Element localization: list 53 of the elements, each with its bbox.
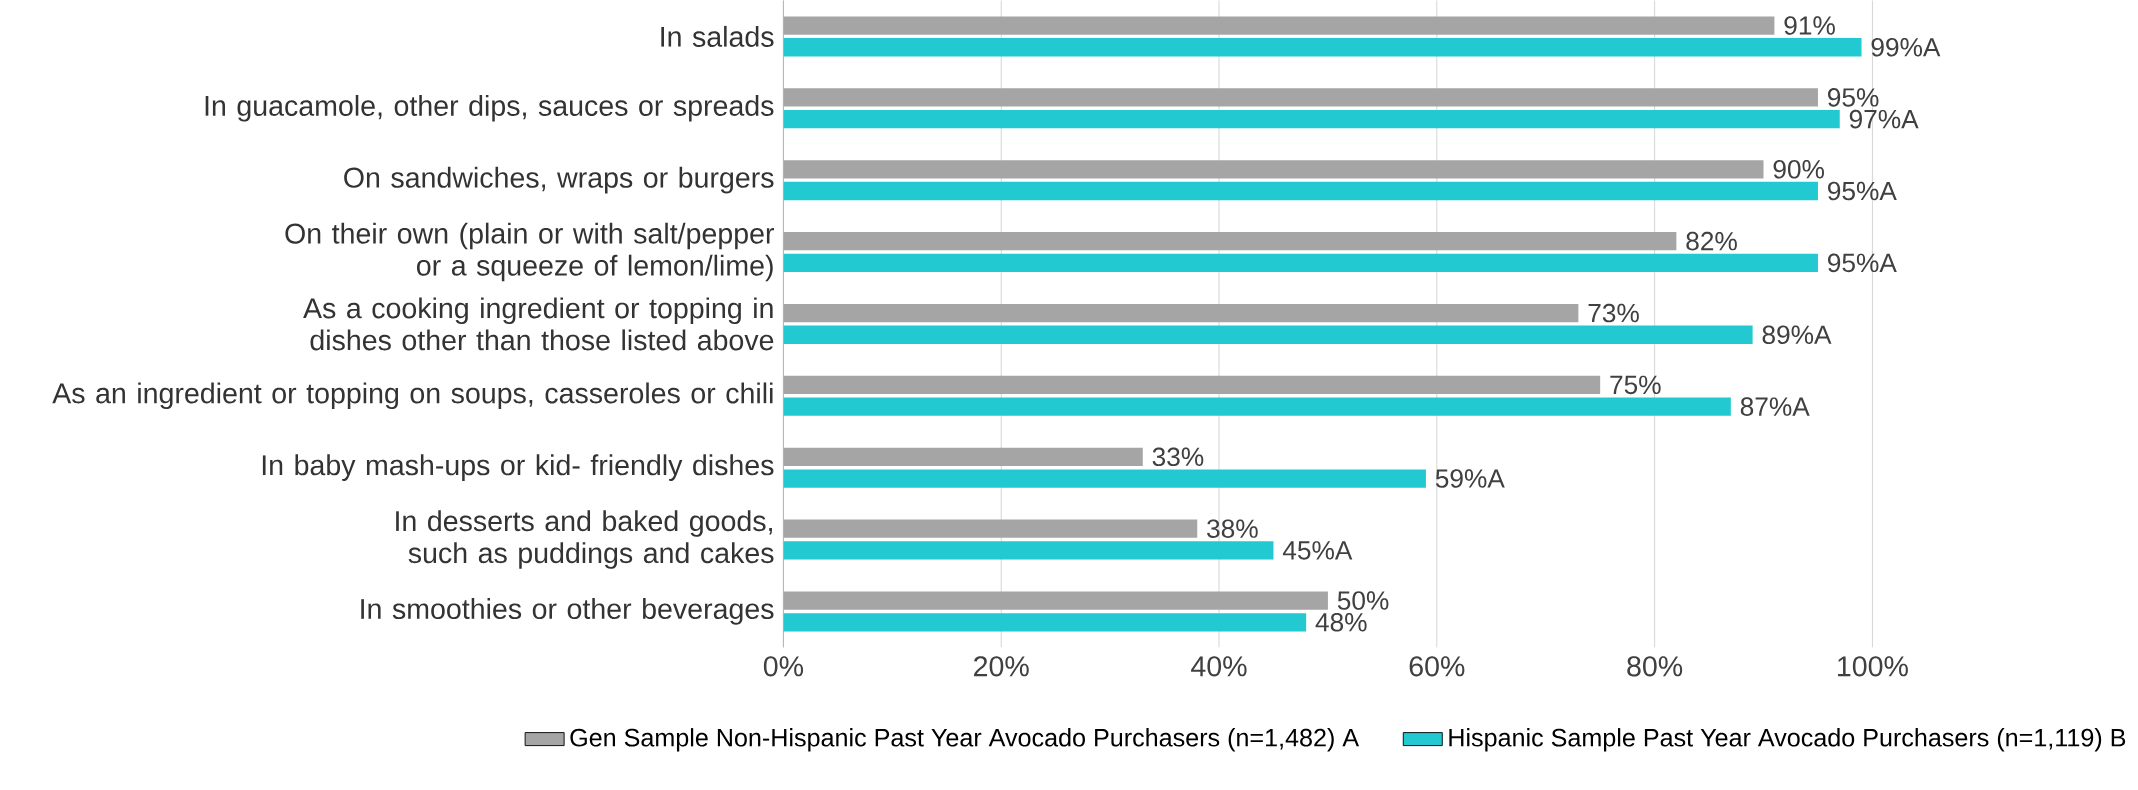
bar	[783, 37, 1862, 57]
data-label: 90%	[1773, 159, 1824, 179]
bar	[783, 231, 1677, 251]
bar	[783, 591, 1328, 610]
y-tick-label: In desserts and baked goods, such as puddings and cakes	[396, 510, 774, 569]
data-label: 59%A	[1435, 469, 1505, 488]
bar	[783, 541, 1274, 560]
y-tick-label: In smoothies or other beverages	[361, 597, 774, 625]
data-label: 97%A	[1849, 109, 1919, 129]
x-tick-label: 0%	[763, 656, 804, 677]
bar	[783, 469, 1426, 488]
bar	[783, 88, 1818, 107]
x-tick-label: 80%	[1627, 656, 1683, 677]
data-label: 48%	[1315, 612, 1367, 632]
bar	[783, 612, 1307, 632]
y-tick-label: As an ingredient or topping on soups, casseroles or chili	[52, 382, 773, 409]
y-tick-label: On their own (plain or with salt/pepper or a squeeze of lemon/lime)	[285, 222, 774, 282]
x-tick-label: 60%	[1409, 656, 1465, 677]
data-label: 95%A	[1828, 181, 1897, 201]
data-label: 50%	[1337, 591, 1389, 610]
bar	[783, 181, 1818, 200]
data-label: 75%	[1610, 375, 1661, 394]
y-tick-label: As a cooking ingredient or topping in dishes other than those listed above	[303, 297, 774, 351]
bar	[783, 159, 1764, 179]
x-tick-label: 100%	[1838, 656, 1908, 677]
y-tick-label: In salads	[661, 25, 774, 47]
data-label: 89%A	[1762, 325, 1832, 344]
bar	[783, 109, 1840, 129]
bar	[783, 447, 1143, 466]
bar	[783, 253, 1818, 272]
bar	[783, 303, 1579, 323]
data-label: 95%A	[1828, 253, 1897, 272]
bar	[783, 519, 1198, 538]
data-label: 87%A	[1740, 397, 1810, 416]
x-tick-label: 40%	[1191, 656, 1247, 677]
data-label: 99%A	[1871, 37, 1941, 57]
data-label: 95%	[1828, 87, 1879, 107]
legend-label: Gen Sample Non-Hispanic Past Year Avocado Purchasers (n=1,482) A	[570, 727, 1360, 752]
legend-label: Hispanic Sample Past Year Avocado Purchasers (n=1,119) B	[1449, 727, 2126, 752]
data-label: 33%	[1152, 447, 1204, 466]
data-label: 45%A	[1282, 540, 1353, 560]
bar	[783, 325, 1753, 344]
bar	[783, 16, 1775, 35]
bar	[783, 397, 1731, 416]
bar	[783, 375, 1601, 394]
y-tick-label: In guacamole, other dips, sauces or spreads	[205, 94, 774, 122]
data-label: 91%	[1784, 16, 1835, 35]
x-tick-label: 20%	[974, 656, 1029, 677]
data-label: 82%	[1686, 231, 1737, 251]
y-tick-label: In baby mash-ups or kid- friendly dishes	[262, 454, 774, 481]
data-label: 38%	[1207, 519, 1258, 538]
y-tick-label: On sandwiches, wraps or burgers	[344, 166, 774, 194]
data-label: 73%	[1588, 303, 1639, 323]
